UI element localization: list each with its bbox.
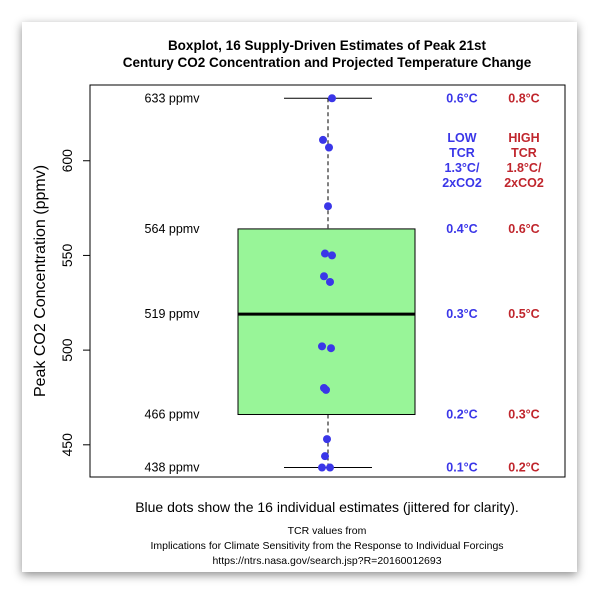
data-point: [318, 463, 326, 472]
low-tcr-header: 1.3°C/: [445, 161, 480, 175]
y-axis-label: Peak CO2 Concentration (ppmv): [32, 165, 49, 397]
source-line-1: TCR values from: [288, 525, 367, 537]
low-tcr-value: 0.6°C: [446, 91, 477, 105]
y-axis: 450 500 550 600: [59, 149, 91, 457]
ppmv-label: 519 ppmv: [145, 307, 201, 321]
low-tcr-value: 0.1°C: [446, 461, 477, 475]
data-point: [321, 249, 329, 258]
data-point: [318, 342, 326, 351]
data-point: [326, 463, 334, 472]
data-point: [328, 251, 336, 260]
data-point: [324, 202, 332, 211]
low-tcr-header: LOW: [447, 131, 476, 145]
chart-title-line2: Century CO2 Concentration and Projected …: [123, 55, 532, 70]
low-tcr-value: 0.4°C: [446, 222, 477, 236]
data-point: [325, 143, 333, 152]
low-tcr-header: 2xCO2: [442, 176, 482, 190]
y-tick-label: 600: [59, 149, 75, 173]
data-point: [323, 435, 331, 444]
low-tcr-value: 0.2°C: [446, 408, 477, 422]
labels-layer: 633 ppmv 0.6°C 0.8°C 564 ppmv 0.4°C 0.6°C 519 …: [145, 91, 544, 474]
y-tick-label: 550: [59, 244, 75, 268]
high-tcr-value: 0.6°C: [508, 222, 539, 236]
chart-title-line1: Boxplot, 16 Supply-Driven Estimates of P…: [168, 38, 487, 53]
high-tcr-header: 2xCO2: [504, 176, 544, 190]
data-point: [327, 344, 335, 353]
high-tcr-value: 0.8°C: [508, 91, 539, 105]
ppmv-label: 564 ppmv: [145, 222, 201, 236]
low-tcr-value: 0.3°C: [446, 307, 477, 321]
data-point: [322, 385, 330, 394]
data-point: [319, 135, 327, 144]
y-tick-label: 450: [59, 433, 75, 457]
source-line-2: Implications for Climate Sensitivity fro…: [150, 540, 503, 552]
low-tcr-header: TCR: [449, 146, 475, 160]
data-point: [328, 94, 336, 103]
data-point: [321, 452, 329, 461]
high-tcr-value: 0.5°C: [508, 307, 539, 321]
y-tick-label: 500: [59, 338, 75, 362]
high-tcr-value: 0.2°C: [508, 461, 539, 475]
high-tcr-value: 0.3°C: [508, 408, 539, 422]
ppmv-label: 438 ppmv: [145, 461, 201, 475]
ppmv-label: 633 ppmv: [145, 91, 201, 105]
data-point: [326, 277, 334, 286]
data-point: [320, 272, 328, 281]
footer-note: Blue dots show the 16 individual estimat…: [135, 499, 519, 515]
iqr-box: [237, 228, 416, 416]
plot-layer: [237, 94, 416, 472]
high-tcr-header: 1.8°C/: [507, 161, 542, 175]
high-tcr-header: TCR: [511, 146, 537, 160]
ppmv-label: 466 ppmv: [145, 408, 201, 422]
source-line-3: https://ntrs.nasa.gov/search.jsp?R=20160…: [212, 555, 441, 567]
high-tcr-header: HIGH: [508, 131, 539, 145]
